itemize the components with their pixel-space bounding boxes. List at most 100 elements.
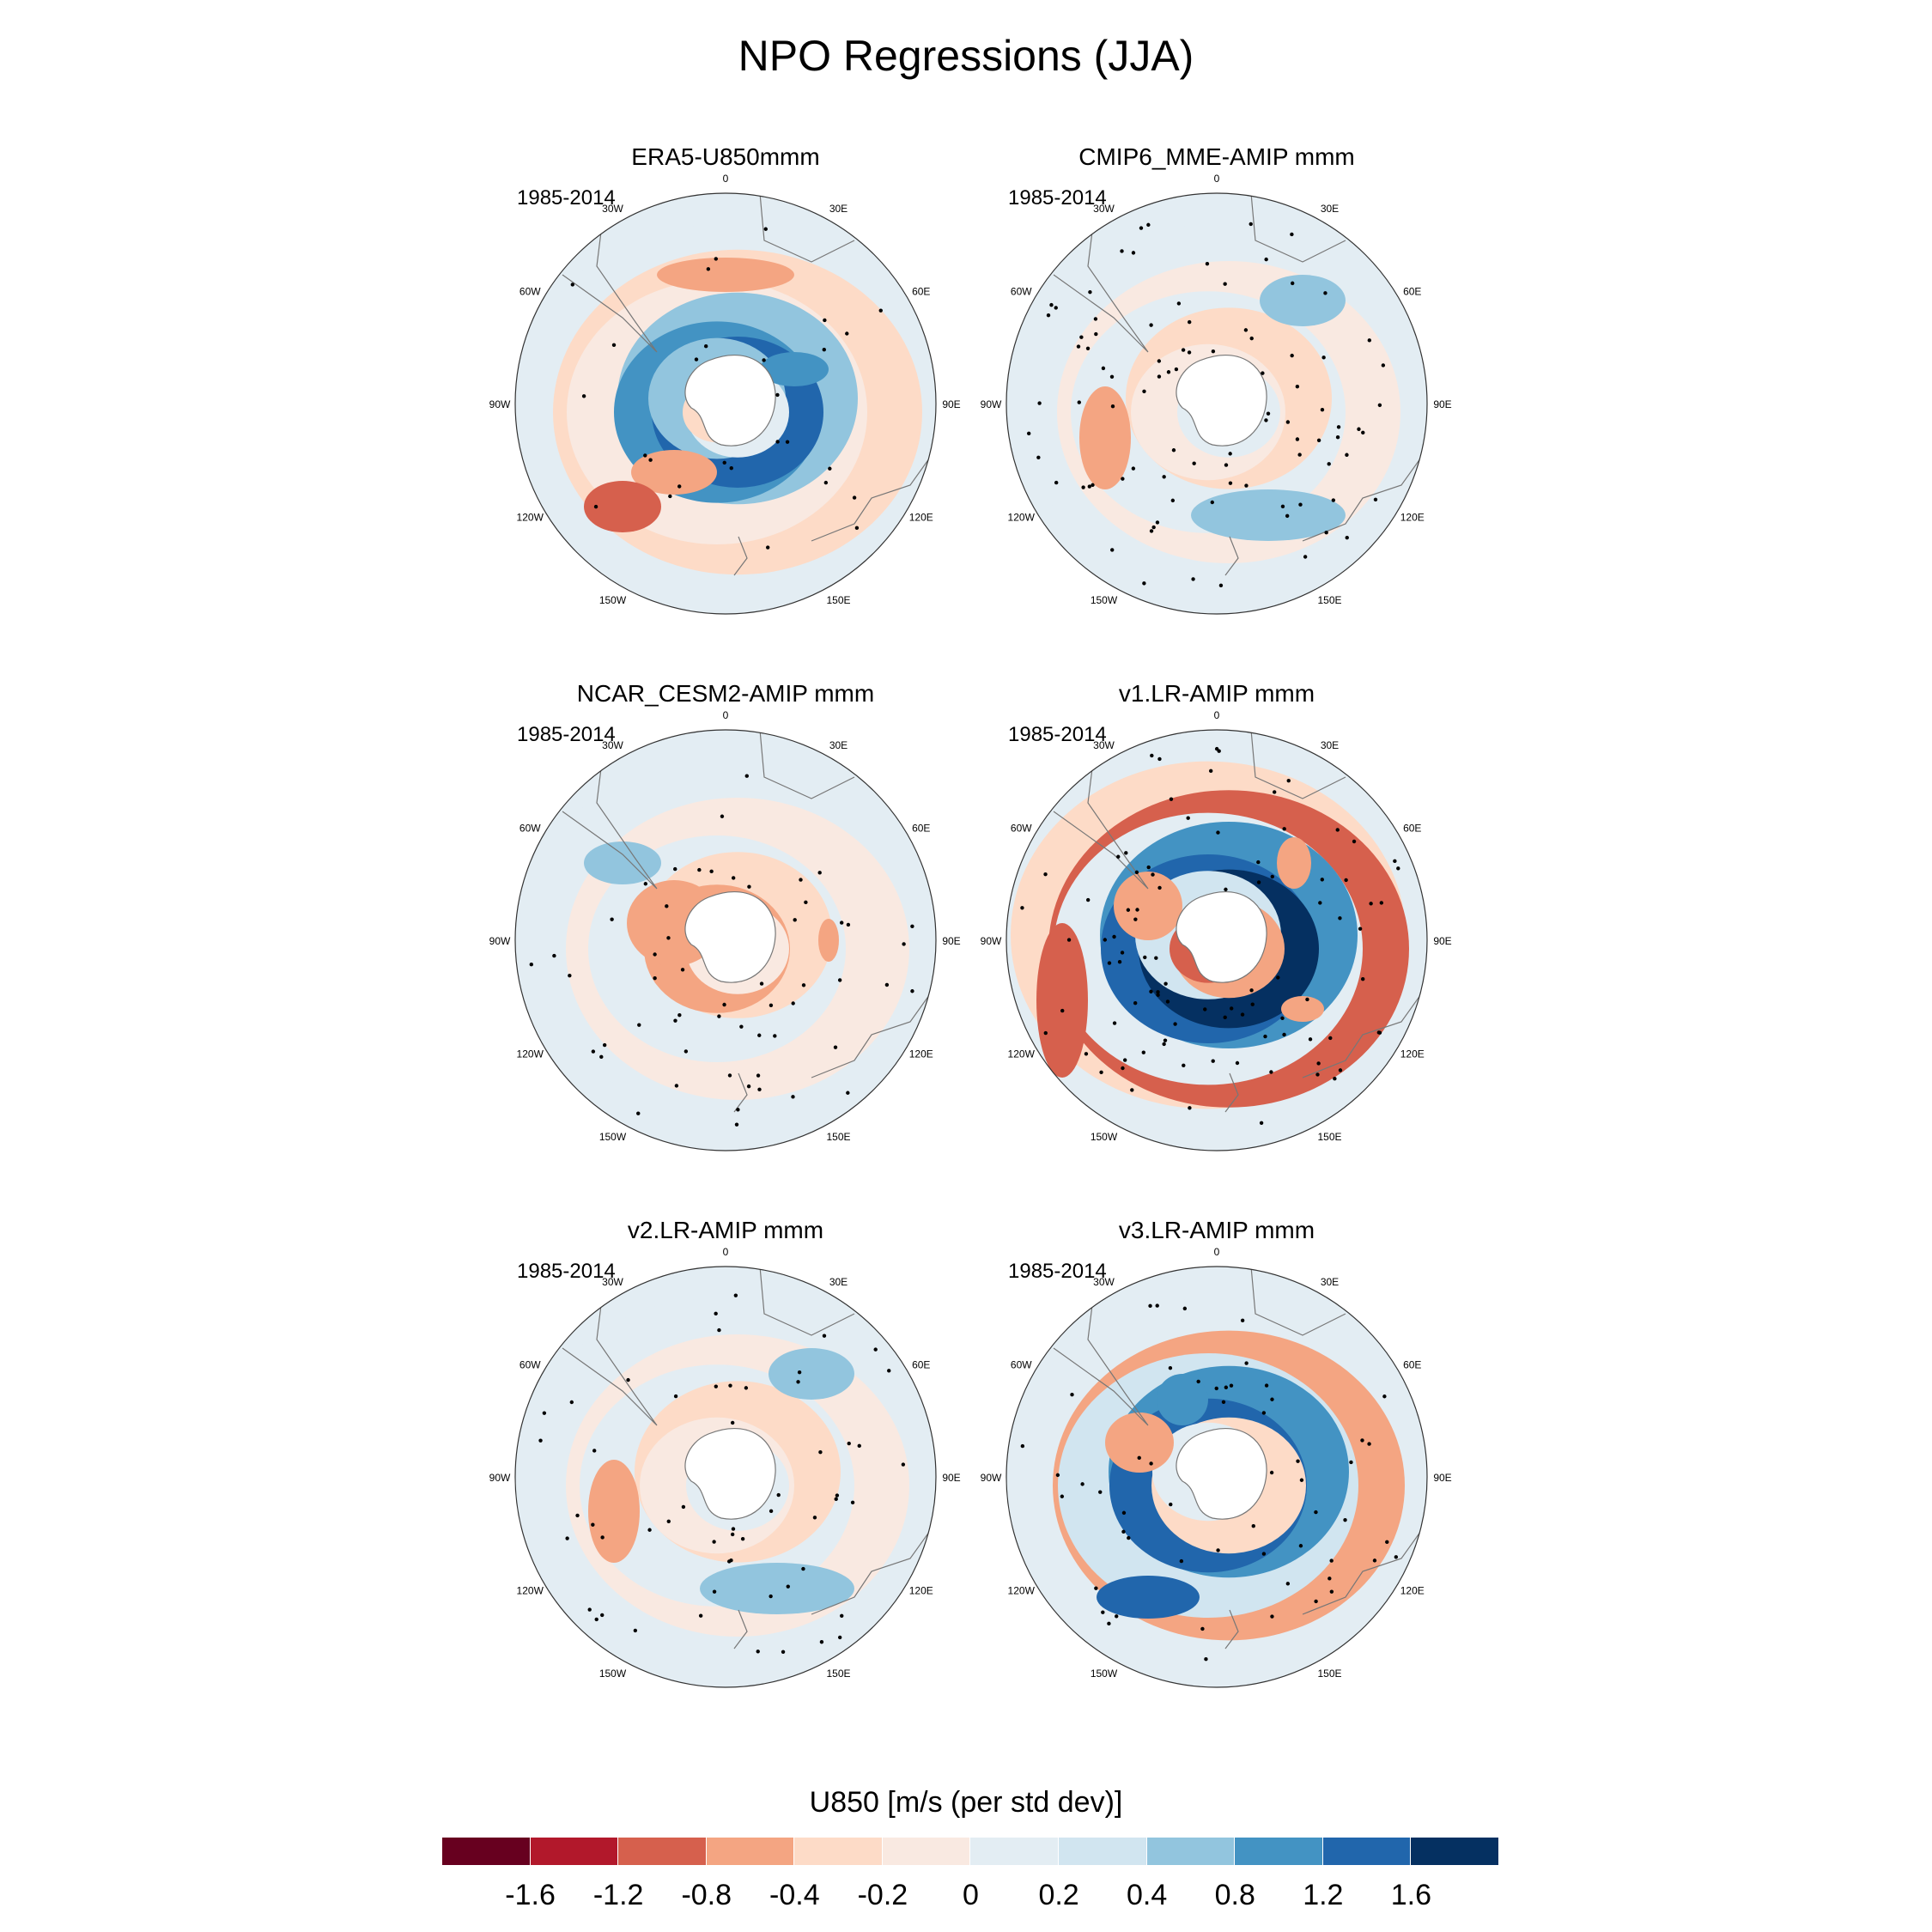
significance-stippling xyxy=(1020,746,1400,1125)
anomaly-blob xyxy=(769,1348,854,1400)
south-america-coastline xyxy=(1053,197,1149,353)
new-zealand-coastline xyxy=(1224,1609,1239,1649)
map-panel-cmip6-mme: CMIP6_MME-AMIP mmm 1985-2014 0 30E 60E 90E 120… xyxy=(959,137,1474,618)
longitude-label: 90W xyxy=(489,398,511,410)
new-zealand-coastline xyxy=(1224,1072,1239,1113)
panel-title: v2.LR-AMIP mmm xyxy=(628,1217,823,1243)
map-boundary xyxy=(1005,1266,1428,1688)
longitude-label: 30E xyxy=(1321,739,1339,751)
longitude-label: 120E xyxy=(1400,512,1425,524)
panel-title: v1.LR-AMIP mmm xyxy=(1119,680,1315,707)
longitude-label: 30W xyxy=(1093,203,1115,215)
africa-coastline xyxy=(759,730,855,799)
anomaly-blob xyxy=(1097,1576,1200,1619)
colorbar-tick-label: 1.6 xyxy=(1390,1879,1432,1911)
africa-coastline xyxy=(1250,1267,1346,1336)
colorbar-tick-label: 0 xyxy=(963,1879,979,1911)
longitude-label: 90E xyxy=(1433,935,1451,947)
longitude-label: 150W xyxy=(1091,594,1118,606)
antarctica-landmass xyxy=(684,891,776,983)
map-field xyxy=(515,730,936,1151)
anomaly-blob xyxy=(760,352,829,386)
anomaly-blob xyxy=(1079,386,1131,489)
period-label: 1985-2014 xyxy=(1008,1260,1107,1283)
longitude-label: 90W xyxy=(489,1472,511,1484)
colorbar-box xyxy=(1235,1838,1323,1865)
colorbar-tick-label: -0.8 xyxy=(681,1879,732,1911)
colorbar-tick-label: 0.4 xyxy=(1127,1879,1168,1911)
anomaly-blob xyxy=(1105,1413,1174,1473)
longitude-label: 60W xyxy=(519,286,541,298)
antarctica-landmass xyxy=(1176,355,1267,447)
colorbar xyxy=(442,1838,1499,1865)
longitude-label: 60E xyxy=(1403,823,1421,835)
map-field xyxy=(1006,193,1427,614)
anomaly-blob xyxy=(700,1563,854,1614)
map-boundary xyxy=(1005,729,1428,1151)
australia-coastline xyxy=(811,991,933,1078)
longitude-label: 60E xyxy=(1403,1359,1421,1371)
longitude-label: 60W xyxy=(1011,1359,1032,1371)
australia-coastline xyxy=(811,454,933,542)
anomaly-blob xyxy=(1260,275,1346,326)
longitude-label: 60W xyxy=(1011,823,1032,835)
longitude-label: 60W xyxy=(519,1359,541,1371)
map-panel-v3-lr: v3.LR-AMIP mmm 1985-2014 0 30E 60E 90E 120E 150… xyxy=(959,1211,1474,1692)
significance-stippling xyxy=(1020,1303,1399,1662)
anomaly-blob xyxy=(1114,872,1182,940)
colorbar-tick-label: 0.8 xyxy=(1214,1879,1255,1911)
longitude-label: 120W xyxy=(1008,512,1036,524)
longitude-label: 120E xyxy=(909,512,933,524)
figure-title: NPO Regressions (JJA) xyxy=(738,32,1194,80)
longitude-label: 150E xyxy=(826,1668,850,1680)
longitude-label: 60E xyxy=(912,286,930,298)
longitude-label: 30E xyxy=(1321,1276,1339,1288)
map-boundary xyxy=(514,192,937,615)
colorbar-tick-label: -1.6 xyxy=(505,1879,556,1911)
antarctica-landmass xyxy=(1176,891,1267,983)
longitude-label: 30W xyxy=(602,1276,623,1288)
longitude-label: 30W xyxy=(1093,739,1115,751)
period-label: 1985-2014 xyxy=(517,186,616,210)
longitude-label: 120W xyxy=(517,512,544,524)
longitude-label: 150W xyxy=(599,1131,627,1143)
longitude-label: 120W xyxy=(1008,1585,1036,1597)
longitude-label: 90E xyxy=(942,1472,960,1484)
longitude-label: 150W xyxy=(599,1668,627,1680)
colorbar-box xyxy=(882,1838,971,1865)
longitude-label: 0 xyxy=(723,709,729,721)
map-panel-v2-lr: v2.LR-AMIP mmm 1985-2014 0 30E 60E 90E 120E 150… xyxy=(468,1211,983,1692)
longitude-label: 150E xyxy=(1317,1131,1341,1143)
longitude-label: 90E xyxy=(942,935,960,947)
significance-stippling xyxy=(529,774,914,1127)
new-zealand-coastline xyxy=(1224,536,1239,576)
longitude-label: 30E xyxy=(829,203,848,215)
colorbar-tick-label: -0.4 xyxy=(769,1879,820,1911)
longitude-label: 120E xyxy=(909,1048,933,1060)
south-america-coastline xyxy=(1053,1270,1149,1426)
longitude-label: 60E xyxy=(912,823,930,835)
panel-title: NCAR_CESM2-AMIP mmm xyxy=(577,680,874,707)
colorbar-box xyxy=(794,1838,883,1865)
map-field xyxy=(515,1267,936,1687)
colorbar-box xyxy=(970,1838,1060,1865)
longitude-label: 90E xyxy=(942,398,960,410)
longitude-label: 30W xyxy=(602,739,623,751)
new-zealand-coastline xyxy=(733,536,748,576)
map-panel-ncar-cesm2: NCAR_CESM2-AMIP mmm 1985-2014 0 30E 60E 90E 12… xyxy=(468,674,983,1155)
longitude-label: 30E xyxy=(829,739,848,751)
longitude-label: 60E xyxy=(1403,286,1421,298)
anomaly-blob xyxy=(1157,1374,1208,1425)
south-america-coastline xyxy=(562,197,658,353)
longitude-label: 150W xyxy=(599,594,627,606)
map-boundary xyxy=(514,729,937,1151)
map-panel-v1-lr: v1.LR-AMIP mmm 1985-2014 0 30E 60E 90E 120E 150… xyxy=(959,674,1474,1155)
colorbar-box xyxy=(618,1838,707,1865)
period-label: 1985-2014 xyxy=(1008,186,1107,210)
longitude-label: 90E xyxy=(1433,398,1451,410)
period-label: 1985-2014 xyxy=(517,1260,616,1283)
africa-coastline xyxy=(759,1267,855,1336)
longitude-label: 0 xyxy=(1214,173,1220,185)
map-field xyxy=(1006,730,1427,1151)
longitude-label: 150E xyxy=(826,1131,850,1143)
